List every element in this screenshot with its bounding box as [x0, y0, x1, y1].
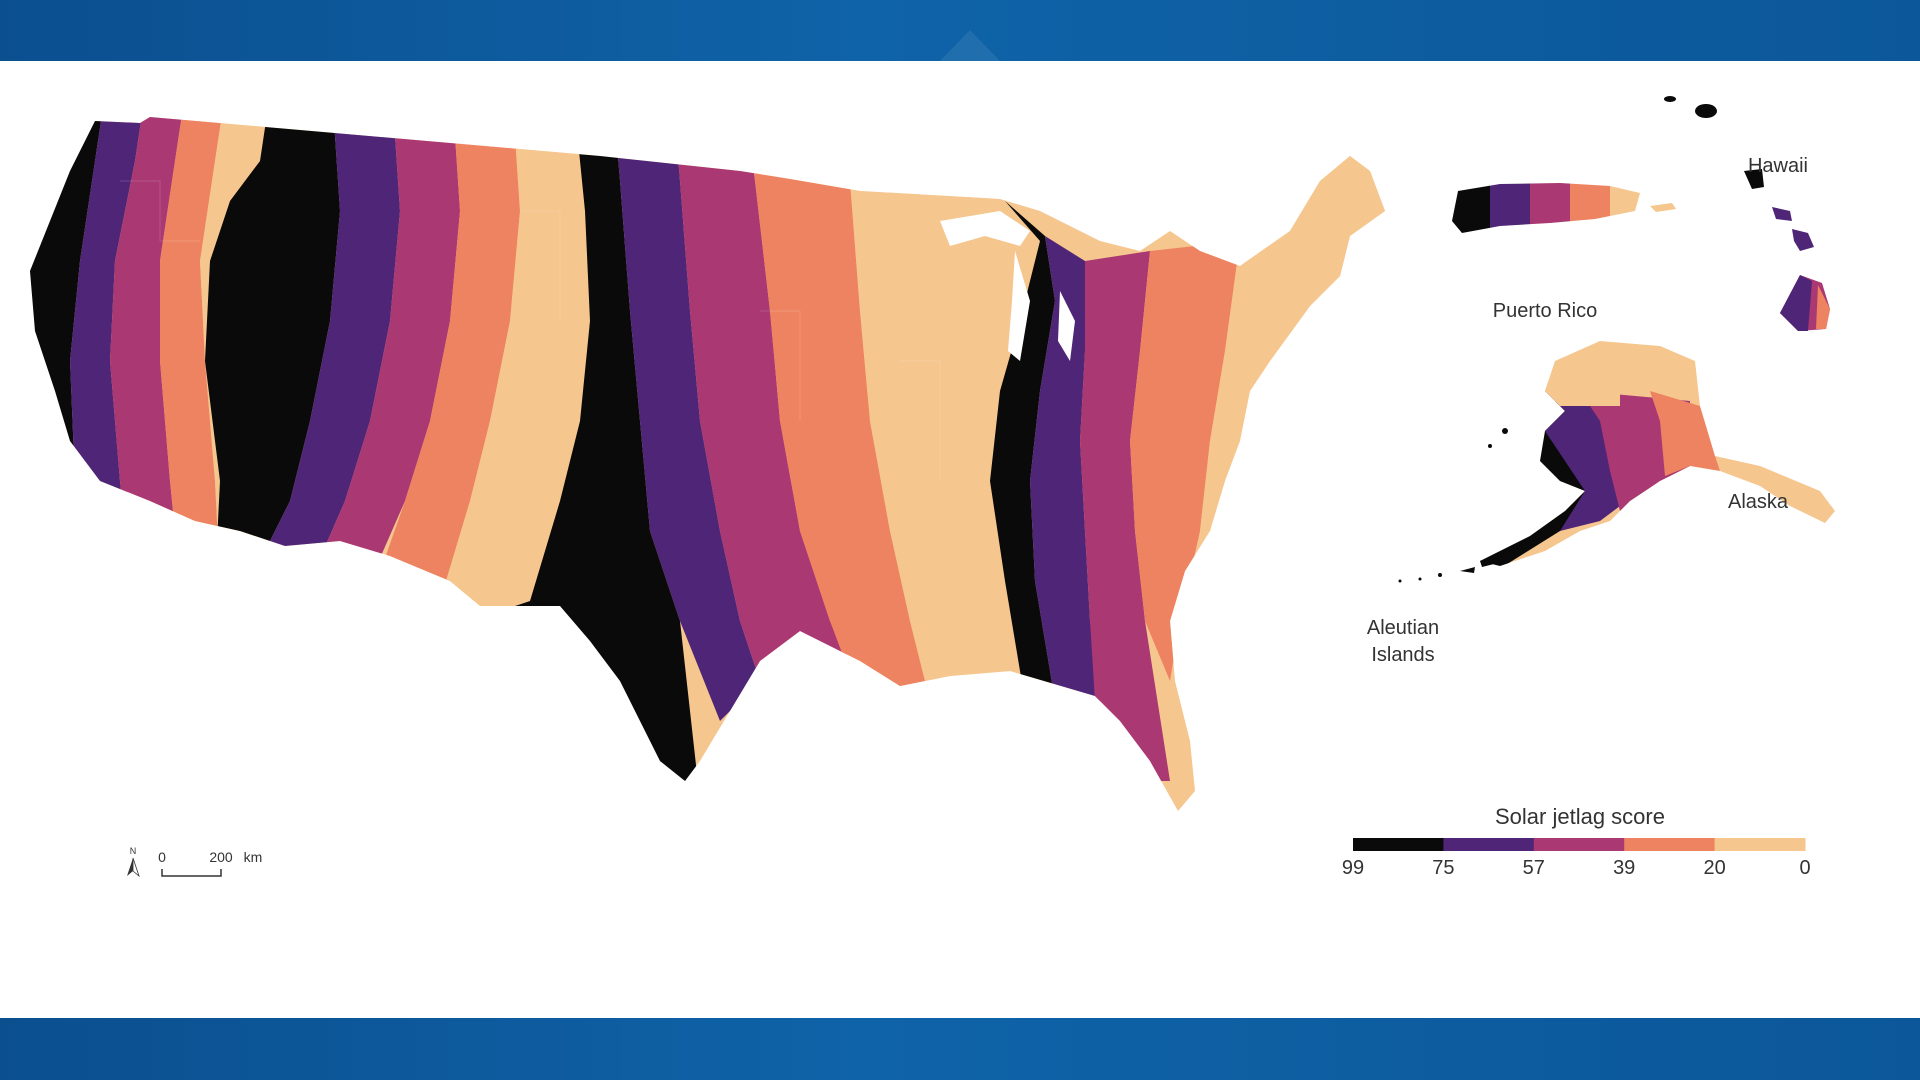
scale-unit: km [244, 849, 263, 865]
lake-huron [1058, 291, 1075, 361]
legend-swatch-0 [1353, 838, 1444, 851]
solar-jetlag-map: Hawaii Puerto Rico Alaska Aleutian Islan… [30, 96, 1835, 879]
legend-swatch-3 [1624, 838, 1716, 851]
alaska [1480, 341, 1835, 566]
scale-bar: N 0 200 km [127, 846, 263, 878]
label-puerto-rico: Puerto Rico [1493, 300, 1598, 322]
map-canvas: Hawaii Puerto Rico Alaska Aleutian Islan… [0, 61, 1920, 1018]
north-arrow-icon [127, 858, 133, 876]
footer-band [0, 1018, 1920, 1080]
aleutian-chain [1398, 428, 1522, 583]
label-hawaii: Hawaii [1748, 155, 1808, 177]
legend-tick-0: 99 [1342, 857, 1364, 879]
legend-swatch-1 [1443, 838, 1535, 851]
north-label: N [130, 846, 137, 856]
legend-swatch-4 [1714, 838, 1806, 851]
legend: Solar jetlag score 99 75 57 39 20 0 [1342, 804, 1811, 879]
puerto-rico [1452, 183, 1640, 233]
legend-tick-3: 39 [1613, 857, 1635, 879]
header-band [0, 0, 1920, 61]
label-aleutian-line2: Islands [1371, 644, 1434, 666]
scale-distance: 200 [209, 849, 233, 865]
legend-title: Solar jetlag score [1495, 804, 1665, 829]
legend-tick-4: 20 [1703, 857, 1725, 879]
puerto-rico-islet [1650, 203, 1676, 212]
label-aleutian-line1: Aleutian [1367, 617, 1439, 639]
lake-superior [940, 211, 1030, 246]
lake-michigan [1008, 251, 1030, 361]
label-alaska: Alaska [1728, 491, 1789, 513]
legend-tick-2: 57 [1523, 857, 1545, 879]
scale-zero: 0 [158, 849, 166, 865]
legend-swatch-2 [1533, 838, 1625, 851]
legend-tick-1: 75 [1432, 857, 1454, 879]
hawaii-islands [1664, 96, 1830, 331]
legend-tick-5: 0 [1799, 857, 1810, 879]
